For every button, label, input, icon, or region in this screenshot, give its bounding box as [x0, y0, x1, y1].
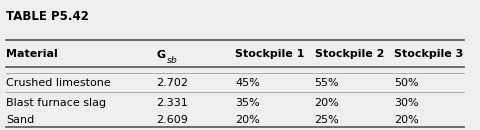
Text: Crushed limestone: Crushed limestone	[6, 78, 111, 88]
Text: 35%: 35%	[235, 98, 260, 108]
Text: Sand: Sand	[6, 115, 34, 125]
Text: Material: Material	[6, 49, 58, 59]
Text: 25%: 25%	[314, 115, 339, 125]
Text: 20%: 20%	[235, 115, 260, 125]
Text: 45%: 45%	[235, 78, 260, 88]
Text: $\mathbf{G}$: $\mathbf{G}$	[156, 48, 166, 60]
Text: 2.609: 2.609	[156, 115, 188, 125]
Text: TABLE P5.42: TABLE P5.42	[6, 10, 89, 23]
Text: Stockpile 3: Stockpile 3	[394, 49, 463, 59]
Text: 30%: 30%	[394, 98, 419, 108]
Text: 20%: 20%	[314, 98, 339, 108]
Text: Stockpile 2: Stockpile 2	[314, 49, 384, 59]
Text: 55%: 55%	[314, 78, 339, 88]
Text: 50%: 50%	[394, 78, 419, 88]
Text: 2.331: 2.331	[156, 98, 187, 108]
Text: $\mathit{sb}$: $\mathit{sb}$	[166, 54, 178, 65]
Text: Stockpile 1: Stockpile 1	[235, 49, 304, 59]
Text: 2.702: 2.702	[156, 78, 188, 88]
Text: 20%: 20%	[394, 115, 419, 125]
Text: Blast furnace slag: Blast furnace slag	[6, 98, 106, 108]
